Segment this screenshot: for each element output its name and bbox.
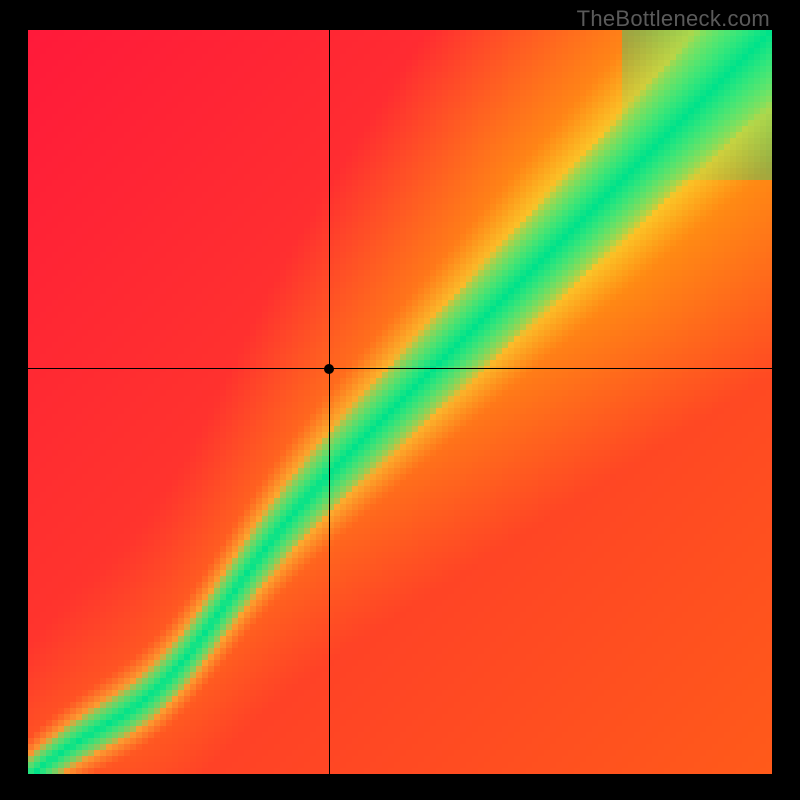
chart-frame: TheBottleneck.com xyxy=(0,0,800,800)
heatmap-canvas xyxy=(28,30,772,774)
crosshair-vertical xyxy=(329,30,330,774)
heatmap-plot xyxy=(28,30,772,774)
selection-marker xyxy=(324,364,334,374)
watermark-text: TheBottleneck.com xyxy=(577,6,770,32)
crosshair-horizontal xyxy=(28,368,772,369)
